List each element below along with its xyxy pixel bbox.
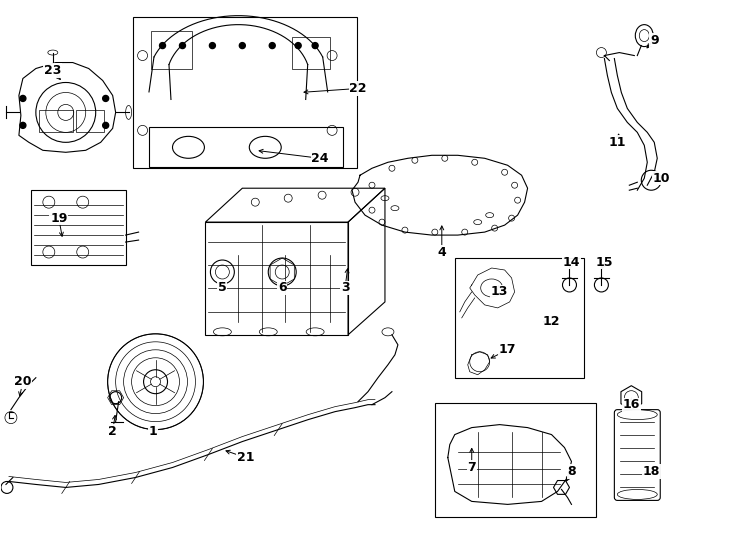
Text: 24: 24 [311,152,329,165]
Text: 7: 7 [468,461,476,474]
Text: 2: 2 [109,425,117,438]
Bar [148,127,343,167]
Circle shape [103,123,109,129]
Bar [455,258,584,377]
Text: 18: 18 [642,465,660,478]
Text: 23: 23 [44,64,62,77]
Text: 19: 19 [50,212,68,225]
Circle shape [103,96,109,102]
Circle shape [295,43,301,49]
Bar [39,110,73,132]
Text: 3: 3 [341,281,349,294]
Bar [133,17,357,168]
Bar [292,37,330,69]
Text: 9: 9 [650,34,658,47]
Text: 21: 21 [236,451,254,464]
Text: 8: 8 [567,465,575,478]
Circle shape [269,43,275,49]
Text: 4: 4 [437,246,446,259]
Bar [31,190,126,265]
Text: 13: 13 [491,286,509,299]
Text: 1: 1 [148,425,157,438]
Text: 5: 5 [218,281,227,294]
Text: 22: 22 [349,82,367,95]
Circle shape [180,43,186,49]
Circle shape [239,43,245,49]
Circle shape [20,123,26,129]
Text: 16: 16 [622,398,640,411]
Bar [76,110,103,132]
Text: 6: 6 [278,281,286,294]
Text: 10: 10 [653,172,670,185]
Circle shape [209,43,215,49]
Text: 15: 15 [595,255,613,268]
Circle shape [159,43,166,49]
Circle shape [20,96,26,102]
Text: 20: 20 [14,375,32,388]
Circle shape [312,43,318,49]
Text: 11: 11 [608,136,626,149]
Text: 17: 17 [499,343,517,356]
Bar [435,403,597,517]
Text: 14: 14 [563,255,580,268]
Bar [150,31,192,69]
Text: 12: 12 [542,315,560,328]
